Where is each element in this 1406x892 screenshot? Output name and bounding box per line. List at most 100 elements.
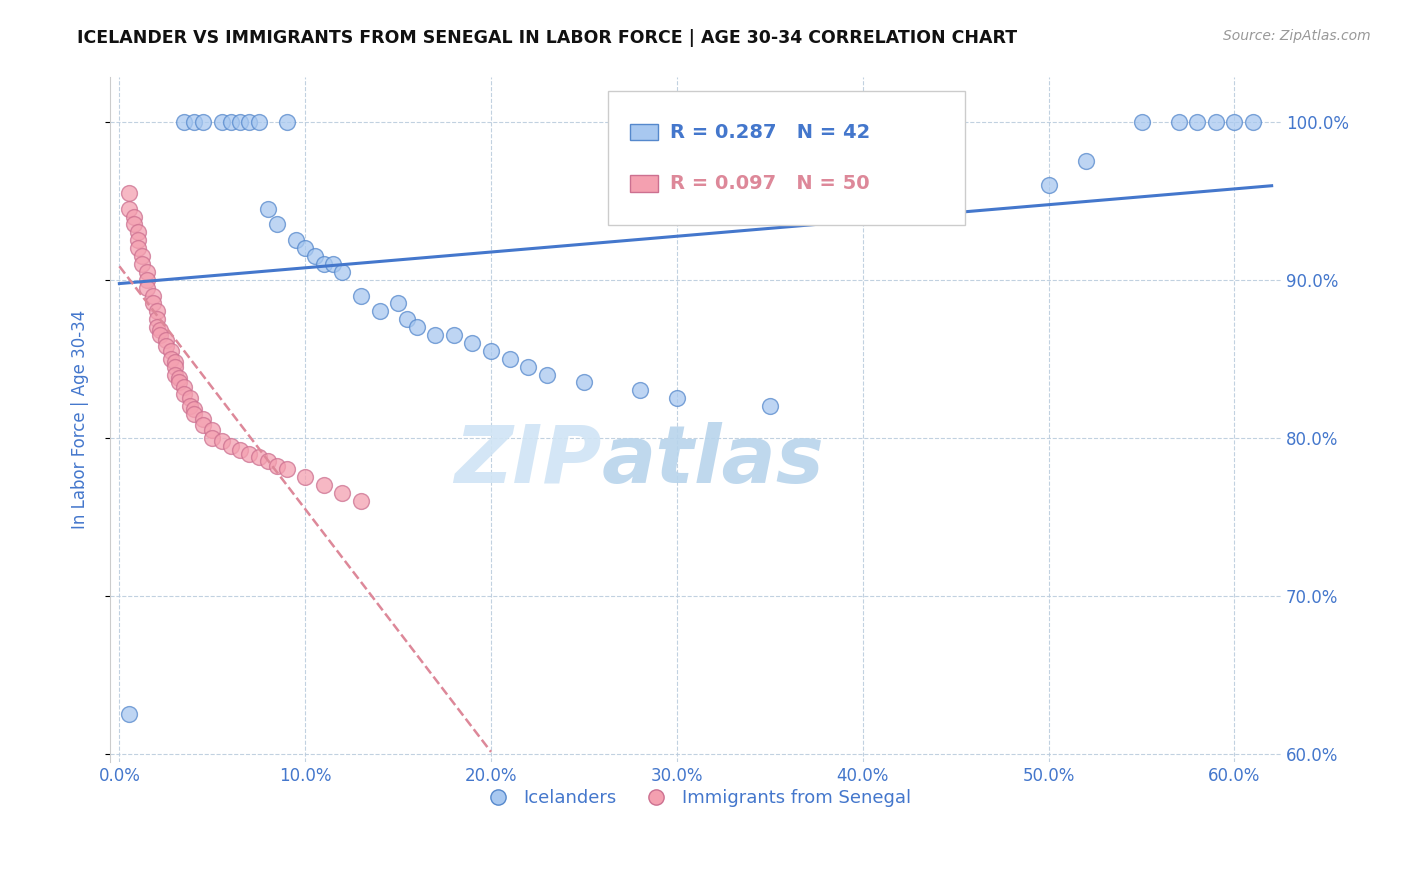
Point — [1038, 178, 1060, 192]
Point — [145, 304, 167, 318]
Point — [266, 459, 288, 474]
Point — [276, 114, 298, 128]
Point — [122, 210, 145, 224]
Point — [127, 233, 149, 247]
Point — [229, 114, 252, 128]
Point — [322, 257, 344, 271]
Point — [284, 233, 307, 247]
Point — [229, 443, 252, 458]
Point — [155, 333, 177, 347]
Point — [183, 407, 205, 421]
FancyBboxPatch shape — [630, 124, 658, 140]
Point — [312, 257, 335, 271]
Point — [160, 351, 183, 366]
Point — [304, 249, 326, 263]
Point — [160, 343, 183, 358]
Point — [1130, 114, 1153, 128]
Point — [183, 114, 205, 128]
Point — [572, 376, 595, 390]
Point — [191, 418, 214, 433]
Point — [219, 114, 242, 128]
Point — [142, 288, 165, 302]
Point — [136, 265, 159, 279]
Point — [1167, 114, 1189, 128]
Point — [136, 280, 159, 294]
Point — [142, 296, 165, 310]
Point — [498, 351, 520, 366]
Point — [211, 114, 233, 128]
Point — [145, 320, 167, 334]
Text: R = 0.287   N = 42: R = 0.287 N = 42 — [669, 123, 870, 142]
Point — [173, 114, 195, 128]
Point — [118, 707, 141, 722]
Point — [312, 478, 335, 492]
Text: ZIP: ZIP — [454, 422, 602, 500]
Point — [165, 355, 187, 369]
Point — [276, 462, 298, 476]
Text: R = 0.097   N = 50: R = 0.097 N = 50 — [669, 174, 869, 193]
Point — [536, 368, 558, 382]
Point — [350, 288, 373, 302]
Point — [425, 328, 447, 343]
Y-axis label: In Labor Force | Age 30-34: In Labor Force | Age 30-34 — [72, 310, 89, 529]
Point — [257, 202, 280, 216]
FancyBboxPatch shape — [630, 176, 658, 192]
Point — [396, 312, 419, 326]
Point — [1223, 114, 1246, 128]
Point — [167, 370, 190, 384]
Point — [238, 114, 260, 128]
FancyBboxPatch shape — [607, 91, 965, 225]
Point — [628, 384, 651, 398]
Point — [247, 450, 270, 464]
Text: ICELANDER VS IMMIGRANTS FROM SENEGAL IN LABOR FORCE | AGE 30-34 CORRELATION CHAR: ICELANDER VS IMMIGRANTS FROM SENEGAL IN … — [77, 29, 1018, 46]
Point — [118, 202, 141, 216]
Point — [191, 114, 214, 128]
Point — [238, 447, 260, 461]
Point — [127, 241, 149, 255]
Legend: Icelanders, Immigrants from Senegal: Icelanders, Immigrants from Senegal — [472, 782, 918, 814]
Text: Source: ZipAtlas.com: Source: ZipAtlas.com — [1223, 29, 1371, 43]
Point — [118, 186, 141, 200]
Point — [167, 376, 190, 390]
Point — [149, 323, 172, 337]
Point — [665, 391, 688, 405]
Point — [173, 386, 195, 401]
Point — [179, 391, 201, 405]
Point — [173, 380, 195, 394]
Point — [211, 434, 233, 448]
Point — [149, 328, 172, 343]
Point — [294, 470, 316, 484]
Point — [443, 328, 465, 343]
Point — [759, 399, 782, 413]
Point — [179, 399, 201, 413]
Point — [247, 114, 270, 128]
Point — [1205, 114, 1227, 128]
Point — [201, 423, 224, 437]
Point — [368, 304, 391, 318]
Point — [201, 431, 224, 445]
Point — [405, 320, 427, 334]
Point — [461, 335, 484, 350]
Point — [517, 359, 540, 374]
Point — [145, 312, 167, 326]
Point — [219, 439, 242, 453]
Point — [131, 257, 153, 271]
Point — [191, 412, 214, 426]
Point — [294, 241, 316, 255]
Point — [332, 265, 354, 279]
Point — [131, 249, 153, 263]
Point — [479, 343, 502, 358]
Text: atlas: atlas — [602, 422, 824, 500]
Point — [136, 273, 159, 287]
Point — [183, 402, 205, 417]
Point — [165, 359, 187, 374]
Point — [122, 218, 145, 232]
Point — [165, 368, 187, 382]
Point — [350, 494, 373, 508]
Point — [1241, 114, 1264, 128]
Point — [332, 486, 354, 500]
Point — [266, 218, 288, 232]
Point — [1187, 114, 1209, 128]
Point — [257, 454, 280, 468]
Point — [387, 296, 409, 310]
